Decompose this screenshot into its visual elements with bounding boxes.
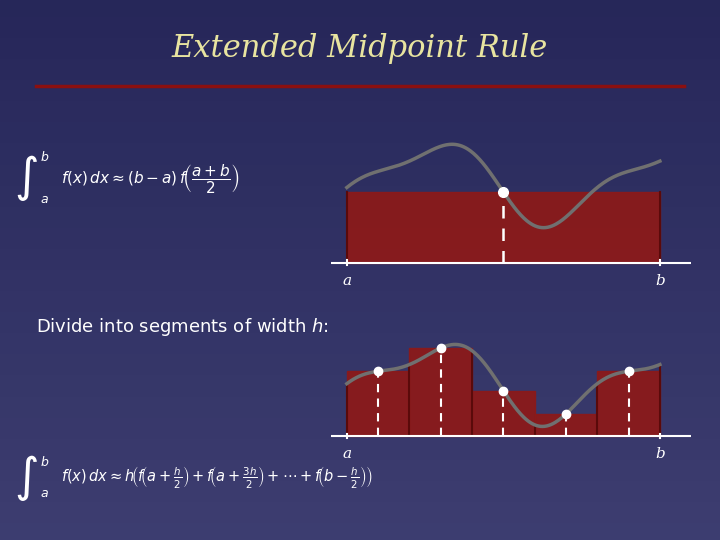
Text: a: a: [342, 274, 351, 288]
Bar: [535, 414, 598, 436]
Bar: [598, 372, 660, 436]
Bar: [347, 372, 410, 436]
Text: Extended Midpoint Rule: Extended Midpoint Rule: [172, 33, 548, 64]
Text: Divide into segments of width $h$:: Divide into segments of width $h$:: [36, 316, 329, 338]
Bar: [472, 390, 535, 436]
Text: $\int$: $\int$: [14, 453, 38, 503]
Bar: [410, 348, 472, 436]
Text: b: b: [655, 447, 665, 461]
Text: $b$: $b$: [40, 455, 49, 469]
Text: b: b: [655, 274, 665, 288]
Text: $a$: $a$: [40, 487, 48, 500]
Text: $\int$: $\int$: [14, 153, 38, 203]
Text: $a$: $a$: [40, 193, 48, 206]
Text: a: a: [342, 447, 351, 461]
Text: $f(x)\, dx \approx h\!\left(f\!\left(a+\frac{h}{2}\right) + f\!\left(a+\frac{3h}: $f(x)\, dx \approx h\!\left(f\!\left(a+\…: [61, 465, 374, 491]
Bar: [347, 192, 660, 262]
Text: $f(x)\, dx \approx (b-a)\, f\!\left(\dfrac{a+b}{2}\right)$: $f(x)\, dx \approx (b-a)\, f\!\left(\dfr…: [61, 161, 240, 195]
Text: $b$: $b$: [40, 150, 49, 164]
